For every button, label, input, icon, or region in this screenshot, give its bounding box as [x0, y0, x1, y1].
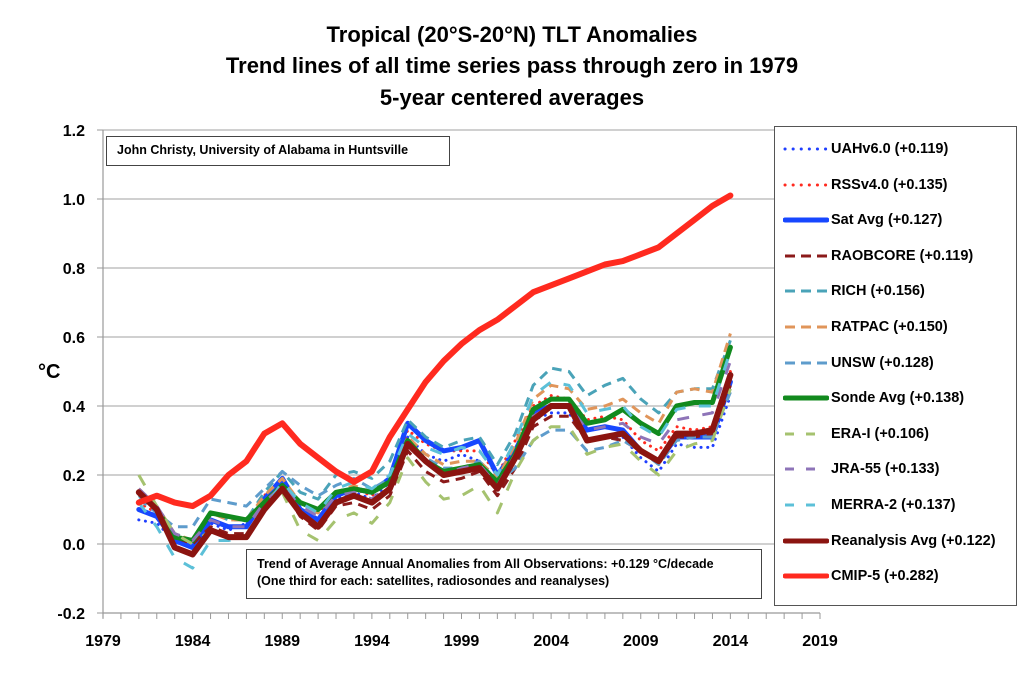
- legend-label: Sat Avg (+0.127): [831, 212, 943, 229]
- y-tick-label: 1.2: [63, 123, 85, 140]
- legend-swatch: [783, 217, 829, 223]
- x-tick-label: 2009: [623, 633, 659, 650]
- legend-item: RATPAC (+0.150): [783, 315, 948, 339]
- legend-swatch: [785, 432, 827, 436]
- x-tick-label: 2014: [713, 633, 749, 650]
- legend-label: Reanalysis Avg (+0.122): [831, 532, 996, 549]
- series-line-jra-55: [137, 360, 732, 542]
- legend-label: ERA-I (+0.106): [831, 425, 929, 442]
- legend-item: RSSv4.0 (+0.135): [783, 173, 947, 197]
- legend-swatch: [783, 538, 829, 544]
- series-lines: [135, 192, 734, 570]
- x-tick-label: 2004: [533, 633, 569, 650]
- legend-item: RAOBCORE (+0.119): [783, 244, 973, 268]
- legend-item: UNSW (+0.128): [783, 351, 934, 375]
- legend-swatch: [785, 289, 827, 293]
- series-line-reanalysis: [135, 372, 734, 558]
- x-tick-label: 1999: [444, 633, 480, 650]
- legend-label: RATPAC (+0.150): [831, 319, 948, 335]
- legend-label: UNSW (+0.128): [831, 354, 934, 371]
- legend-item: RICH (+0.156): [783, 279, 925, 303]
- series-line-unsw: [137, 391, 732, 529]
- trend-annotation: Trend of Average Annual Anomalies from A…: [246, 549, 762, 599]
- legend-item: Sonde Avg (+0.138): [783, 386, 964, 410]
- legend-label: CMIP-5 (+0.282): [831, 568, 939, 585]
- legend-swatch: [783, 183, 829, 187]
- x-tick-label: 1994: [354, 633, 390, 650]
- y-tick-label: 1.0: [63, 192, 85, 209]
- chart-subtitle-2: 5-year centered averages: [379, 85, 645, 110]
- legend-item: Reanalysis Avg (+0.122): [783, 529, 996, 553]
- axes: -0.2 0.0 0.2 0.4 0.6 0.8 1.0 1.2 1979 1984 1989 199…: [57, 123, 837, 650]
- legend-label: JRA-55 (+0.133): [831, 461, 940, 478]
- y-tick-label: 0.2: [63, 468, 85, 485]
- y-tick-label: 0.4: [63, 399, 85, 416]
- legend-swatch: [785, 325, 827, 329]
- series-line-cmip-5: [135, 192, 734, 510]
- legend-swatch: [785, 361, 827, 365]
- x-tick-label: 1989: [264, 633, 300, 650]
- x-tick-label: 2019: [802, 633, 838, 650]
- x-tick-label: 1979: [85, 633, 121, 650]
- legend-item: JRA-55 (+0.133): [783, 457, 939, 481]
- legend-item: MERRA-2 (+0.137): [783, 493, 956, 517]
- legend-item: ERA-I (+0.106): [783, 422, 929, 446]
- legend-item: CMIP-5 (+0.282): [783, 564, 939, 588]
- legend-label: MERRA-2 (+0.137): [831, 497, 956, 513]
- legend-item: UAHv6.0 (+0.119): [783, 137, 948, 161]
- y-tick-label: 0.6: [63, 330, 85, 347]
- legend-swatch: [785, 503, 827, 507]
- series-line-era-i: [137, 388, 732, 546]
- y-tick-label: 0.8: [63, 261, 85, 278]
- trend-annotation-line-1: Trend of Average Annual Anomalies from A…: [257, 557, 714, 571]
- legend-swatch: [783, 147, 829, 151]
- legend-label: UAHv6.0 (+0.119): [831, 141, 949, 157]
- legend-swatch: [783, 573, 829, 579]
- legend-label: Sonde Avg (+0.138): [831, 390, 965, 407]
- x-tick-label: 1984: [175, 633, 211, 650]
- series-line-merra-2: [137, 350, 732, 570]
- legend-swatch: [785, 254, 827, 258]
- chart-title: Tropical (20°S-20°N) TLT Anomalies: [326, 22, 698, 47]
- trend-annotation-line-2: (One third for each: satellites, radioso…: [257, 574, 610, 588]
- credit-annotation: John Christy, University of Alabama in H…: [106, 136, 450, 166]
- legend-label: RICH (+0.156): [831, 283, 925, 300]
- grid-lines: [103, 129, 820, 545]
- y-tick-label: 0.0: [63, 537, 85, 554]
- chart-subtitle-1: Trend lines of all time series pass thro…: [225, 53, 799, 78]
- legend-swatch: [785, 467, 827, 471]
- y-tick-label: -0.2: [57, 606, 85, 623]
- legend-label: RSSv4.0 (+0.135): [831, 176, 948, 193]
- legend-swatch: [783, 395, 829, 401]
- chart-legend: UAHv6.0 (+0.119) RSSv4.0 (+0.135) Sat Avg …: [774, 126, 1017, 606]
- y-axis-label: °C: [38, 361, 60, 383]
- legend-label: RAOBCORE (+0.119): [831, 247, 974, 264]
- legend-item: Sat Avg (+0.127): [783, 208, 942, 232]
